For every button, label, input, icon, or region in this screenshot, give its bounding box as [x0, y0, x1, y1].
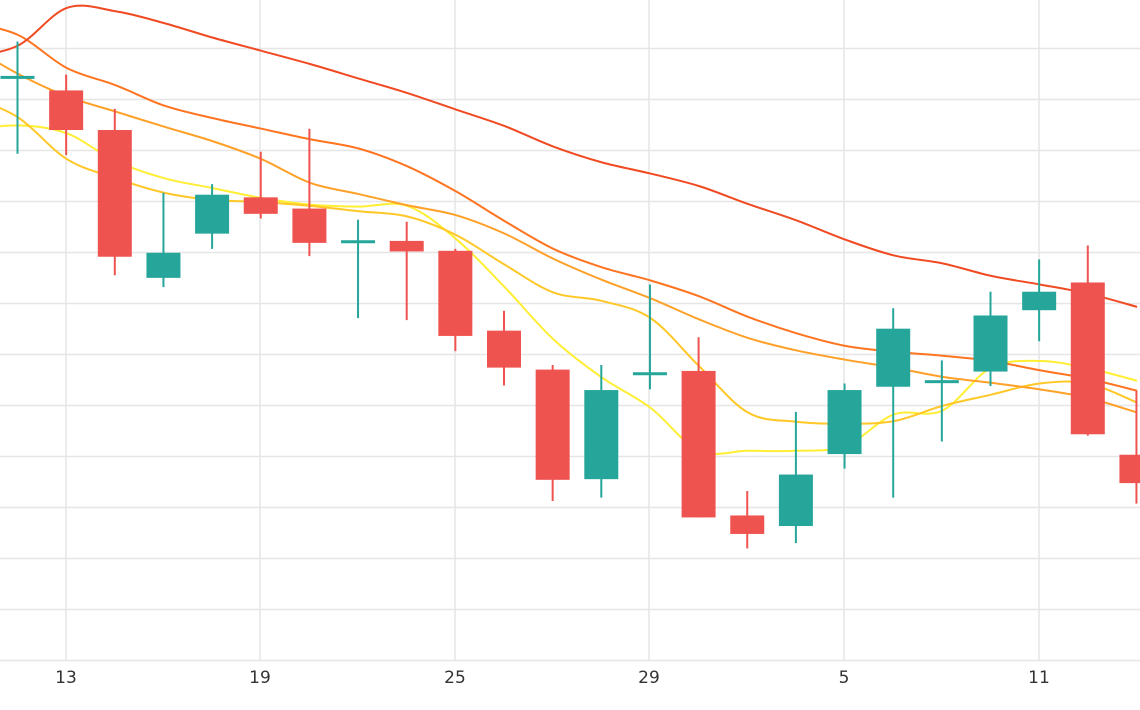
candle-body: [341, 240, 376, 244]
candle: [487, 310, 521, 386]
grid: [0, 0, 1140, 662]
candle: [1022, 259, 1057, 342]
candle-body: [243, 197, 278, 214]
candle-body: [49, 90, 84, 131]
moving-average-line: [0, 27, 1138, 392]
x-tick-label: 11: [1028, 668, 1050, 688]
candle-body: [827, 390, 862, 455]
candle-body: [924, 380, 959, 384]
candle-body: [1070, 282, 1105, 435]
candle: [195, 184, 230, 249]
candle: [97, 108, 132, 276]
candle: [292, 128, 327, 257]
candle-body: [97, 130, 132, 257]
candle: [584, 364, 619, 498]
candle: [973, 291, 1008, 387]
x-axis: 13 19 25 29 5 11: [55, 668, 1050, 688]
candle-body: [389, 240, 424, 252]
candle: [924, 360, 959, 442]
candle: [341, 219, 376, 319]
candle-body: [487, 330, 521, 368]
moving-average-line: [0, 4, 1138, 308]
candle: [1070, 245, 1105, 436]
candle-body: [681, 370, 716, 518]
candle-body: [778, 474, 813, 527]
candle: [49, 74, 84, 156]
candles: [0, 41, 1140, 549]
candle: [535, 364, 570, 501]
x-tick-label: 25: [444, 668, 466, 688]
x-tick-label: 5: [839, 668, 850, 688]
candle: [730, 491, 765, 549]
candle: [632, 284, 667, 390]
candle-body: [535, 369, 570, 480]
candle: [243, 151, 278, 219]
candle: [681, 337, 716, 518]
candle-body: [632, 372, 667, 376]
x-tick-label: 19: [249, 668, 271, 688]
candle: [876, 308, 911, 498]
candle: [389, 221, 424, 321]
candle: [0, 41, 35, 154]
candle-body: [195, 194, 230, 234]
candle-body: [973, 315, 1008, 372]
candle-body: [292, 208, 327, 243]
candle-body: [0, 75, 35, 79]
candle-body: [1022, 291, 1057, 311]
candle-body: [146, 252, 181, 278]
candle-body: [1119, 454, 1140, 484]
candle: [778, 411, 813, 544]
candle: [146, 192, 181, 288]
candle: [438, 248, 473, 352]
x-tick-label: 13: [55, 668, 77, 688]
candle-body: [730, 515, 765, 534]
candle-body: [876, 328, 911, 387]
candle: [827, 383, 862, 469]
x-tick-label: 29: [638, 668, 660, 688]
candle-body: [584, 390, 619, 480]
candle: [1119, 390, 1140, 504]
candle-body: [438, 250, 473, 336]
